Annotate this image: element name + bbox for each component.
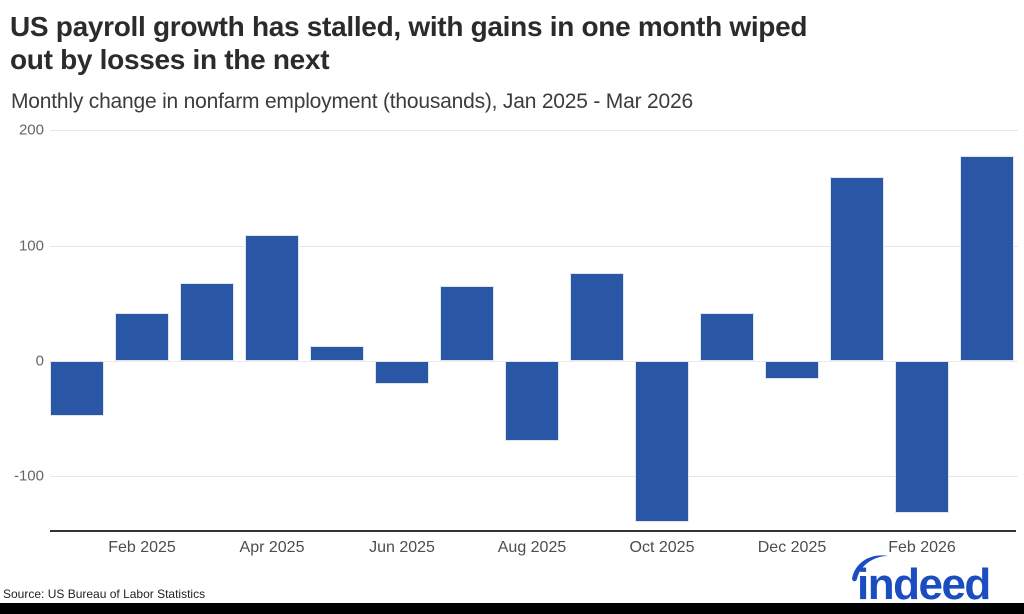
x-axis-label: Jun 2025 [369,539,435,556]
x-axis-label: Feb 2025 [108,539,176,556]
bar-feb-2026[interactable] [895,361,949,514]
gridline-200 [50,130,1018,132]
bar-may-2025[interactable] [310,346,364,361]
x-axis-line [50,530,1016,532]
bar-mar-2025[interactable] [180,282,234,361]
bar-aug-2025[interactable] [505,361,559,441]
chart-title-line1: US payroll growth has stalled, with gain… [10,11,808,42]
bar-mar-2026[interactable] [960,155,1014,361]
bar-oct-2025[interactable] [635,361,689,523]
y-axis-label: -100 [13,467,44,485]
bar-apr-2025[interactable] [245,235,299,361]
x-axis-label: Dec 2025 [757,539,827,556]
logo-wordmark: indeed [857,560,990,604]
chart-subtitle: Monthly change in nonfarm employment (th… [11,90,693,113]
bar-jan-2025[interactable] [50,361,104,417]
bar-nov-2025[interactable] [700,312,754,361]
gridline--100 [50,476,1018,478]
x-axis-label: Oct 2025 [629,539,695,556]
bar-jul-2025[interactable] [440,286,494,361]
bar-sep-2025[interactable] [570,273,624,361]
bar-jan-2026[interactable] [830,176,884,361]
indeed-logo[interactable]: indeed [849,552,999,604]
x-axis-label: Feb 2026 [888,539,956,556]
gridline-100 [50,245,1018,247]
x-axis-label: Aug 2025 [497,539,567,556]
logo-arc-icon [852,555,888,582]
y-axis-label: 200 [18,121,44,139]
bar-dec-2025[interactable] [765,361,819,380]
chart-title: US payroll growth has stalled, with gain… [10,10,1016,76]
bar-feb-2025[interactable] [115,312,169,361]
bar-jun-2025[interactable] [375,361,429,385]
source-note: Source: US Bureau of Labor Statistics [3,587,206,601]
y-axis-label: 100 [18,237,44,255]
x-axis-label: Apr 2025 [239,539,305,556]
bottom-bar [0,603,1024,614]
chart-title-line2: out by losses in the next [10,44,330,75]
y-axis-label: 0 [35,352,44,370]
